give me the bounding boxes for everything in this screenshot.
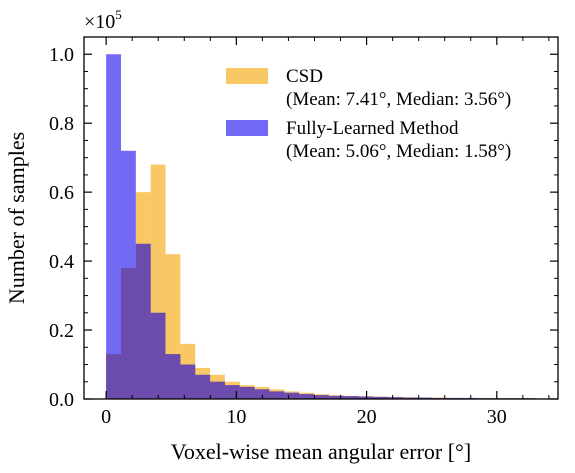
bar-overlap [373, 396, 389, 399]
bar-overlap [106, 354, 121, 399]
bar-overlap [343, 396, 359, 399]
bar-overlap [135, 243, 151, 399]
bar-overlap [269, 391, 285, 399]
y-axis-label: Number of samples [4, 132, 29, 304]
bar-overlap [239, 386, 255, 399]
bar-overlap [299, 394, 314, 399]
bar-overlap [403, 397, 418, 399]
x-tick-label: 0 [101, 406, 111, 428]
legend-swatch-fully-learned [226, 120, 268, 136]
bar-overlap [195, 374, 211, 399]
bar-overlap [180, 364, 196, 399]
bar-overlap [328, 395, 344, 399]
x-tick-label: 30 [487, 406, 507, 428]
bar-overlap [313, 395, 329, 399]
bar-overlap [210, 381, 225, 399]
legend-detail-fully-learned: (Mean: 5.06°, Median: 1.58°) [286, 141, 511, 162]
overlap-layer [106, 243, 552, 399]
x-tick-label: 20 [357, 406, 377, 428]
y-tick-label: 1.0 [49, 44, 74, 66]
legend: CSD (Mean: 7.41°, Median: 3.56°) Fully-L… [226, 66, 511, 162]
ticks-layer: 0 10 20 30 0.0 0.2 0.4 0.6 0.8 1.0 [49, 36, 558, 428]
y-scale-exponent: 5 [115, 7, 122, 22]
legend-label-csd: CSD [286, 66, 323, 87]
y-tick-label: 0.6 [49, 182, 74, 204]
bar-overlap [417, 397, 433, 399]
bar-overlap [388, 397, 404, 399]
legend-detail-csd: (Mean: 7.41°, Median: 3.56°) [286, 89, 511, 110]
legend-swatch-csd [226, 68, 268, 84]
y-tick-label: 0.2 [49, 320, 74, 342]
plot-frame [83, 36, 559, 400]
bar-overlap [284, 392, 300, 399]
legend-label-fully-learned: Fully-Learned Method [286, 118, 459, 139]
y-tick-label: 0.8 [49, 113, 74, 135]
bar-overlap [120, 267, 136, 399]
y-scale-multiplier: ×105 [84, 7, 122, 33]
bar-overlap [165, 354, 181, 399]
y-tick-label: 0.0 [49, 389, 74, 411]
bar-overlap [358, 396, 374, 399]
x-axis-label: Voxel-wise mean angular error [°] [171, 439, 471, 464]
bar-overlap [254, 389, 270, 399]
y-tick-label: 0.4 [49, 251, 74, 273]
bar-fully-learned [106, 54, 121, 399]
y-scale-base: ×10 [84, 11, 115, 33]
x-tick-label: 10 [226, 406, 246, 428]
bar-overlap [150, 312, 166, 399]
bar-overlap [224, 385, 240, 399]
